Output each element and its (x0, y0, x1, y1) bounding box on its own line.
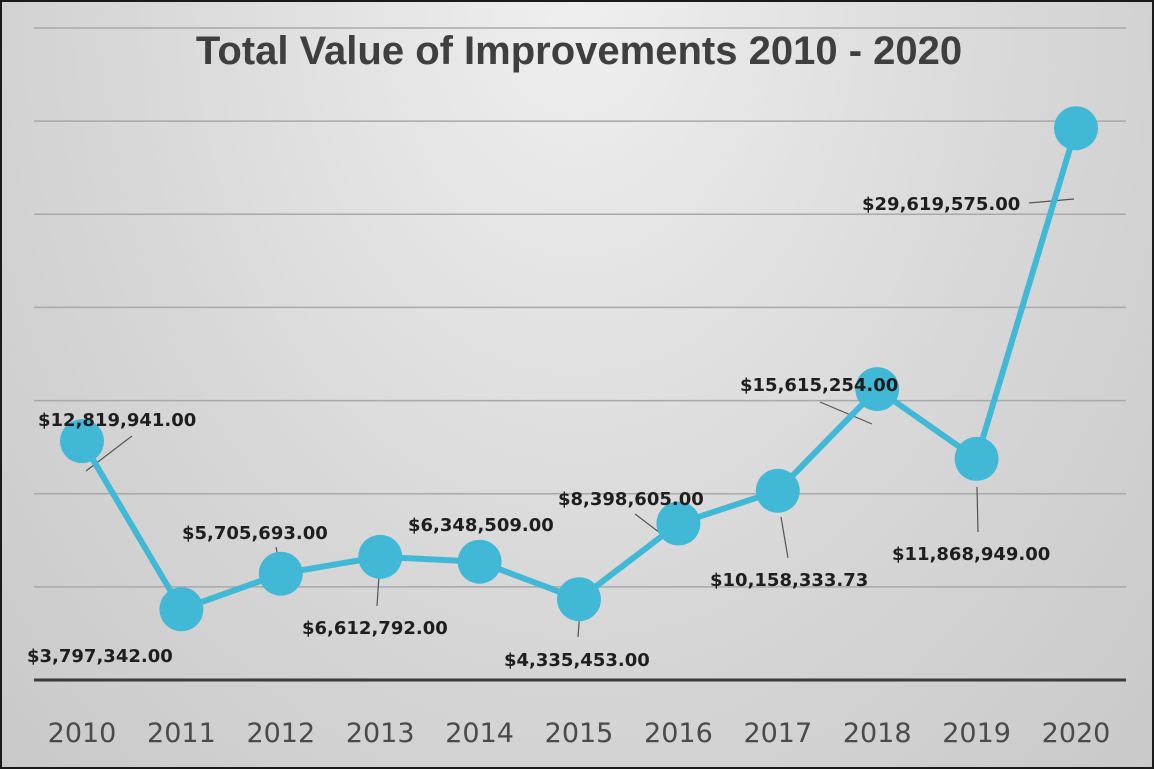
data-label: $15,615,254.00 (740, 375, 898, 396)
data-label-leader (819, 401, 873, 425)
x-tick-label: 2011 (147, 718, 216, 749)
data-label-leader (780, 516, 789, 559)
data-label-leader (976, 486, 979, 533)
data-label: $6,612,792.00 (302, 618, 448, 639)
data-label: $10,158,333.73 (710, 570, 868, 591)
data-label: $6,348,509.00 (408, 515, 554, 536)
data-label: $11,868,949.00 (892, 544, 1050, 565)
gridlines (34, 27, 1126, 588)
data-label: $4,335,453.00 (504, 650, 650, 671)
data-label: $5,705,693.00 (182, 523, 328, 544)
x-tick-label: 2018 (843, 718, 912, 749)
x-tick-label: 2015 (545, 718, 614, 749)
x-tick-label: 2017 (743, 718, 812, 749)
data-label-leaders (85, 198, 1075, 638)
data-point (656, 501, 701, 546)
x-tick-label: 2019 (942, 718, 1011, 749)
data-label: $12,819,941.00 (38, 410, 196, 431)
x-tick-label: 2014 (445, 718, 514, 749)
data-point (258, 551, 303, 596)
series-layer (60, 106, 1098, 632)
data-label: $3,797,342.00 (27, 646, 173, 667)
x-tick-label: 2013 (346, 718, 415, 749)
x-tick-labels: 2010 2011 2012 2013 2014 2015 2016 2017 2018 2019… (48, 718, 1111, 749)
data-point (60, 419, 104, 464)
data-point (159, 587, 204, 632)
data-point (557, 577, 601, 622)
data-point (358, 534, 403, 579)
x-tick-label: 2016 (644, 718, 713, 749)
data-label: $29,619,575.00 (862, 194, 1020, 215)
x-tick-label: 2010 (48, 718, 117, 749)
x-tick-label: 2020 (1042, 718, 1111, 749)
data-label-leader (376, 574, 380, 607)
data-point (1054, 106, 1098, 151)
data-point (954, 436, 999, 481)
data-point (855, 367, 900, 412)
data-label: $8,398,605.00 (558, 489, 704, 510)
x-tick-label: 2012 (246, 718, 315, 749)
chart-title: Total Value of Improvements 2010 - 2020 (196, 29, 962, 73)
data-point (755, 468, 800, 513)
data-labels: $12,819,941.00 $3,797,342.00 $5,705,693.00… (27, 194, 1050, 671)
data-point (457, 539, 502, 584)
